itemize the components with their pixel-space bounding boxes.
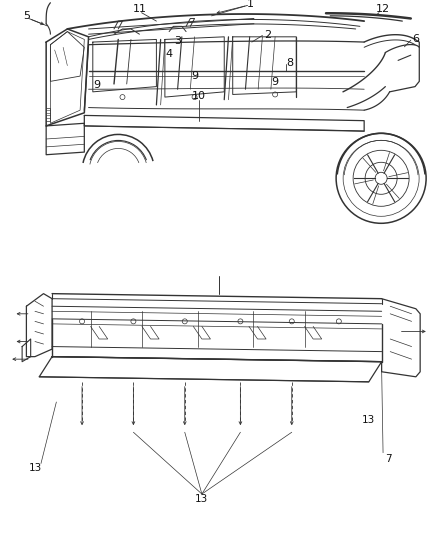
Text: 12: 12 [376,4,390,14]
Text: 13: 13 [195,494,208,504]
Text: 6: 6 [412,34,419,44]
Text: 13: 13 [362,415,375,425]
Text: 8: 8 [286,58,293,68]
Text: 10: 10 [192,91,206,101]
Text: 7: 7 [385,454,392,464]
Text: 9: 9 [191,71,198,81]
Text: 2: 2 [264,29,271,39]
Text: 3: 3 [174,36,181,46]
Text: 1: 1 [247,0,254,10]
Text: 9: 9 [93,80,101,90]
Text: 11: 11 [133,4,147,14]
Text: 4: 4 [166,49,173,59]
Text: 13: 13 [28,463,42,473]
Text: 9: 9 [272,77,279,87]
Text: 5: 5 [23,12,30,21]
